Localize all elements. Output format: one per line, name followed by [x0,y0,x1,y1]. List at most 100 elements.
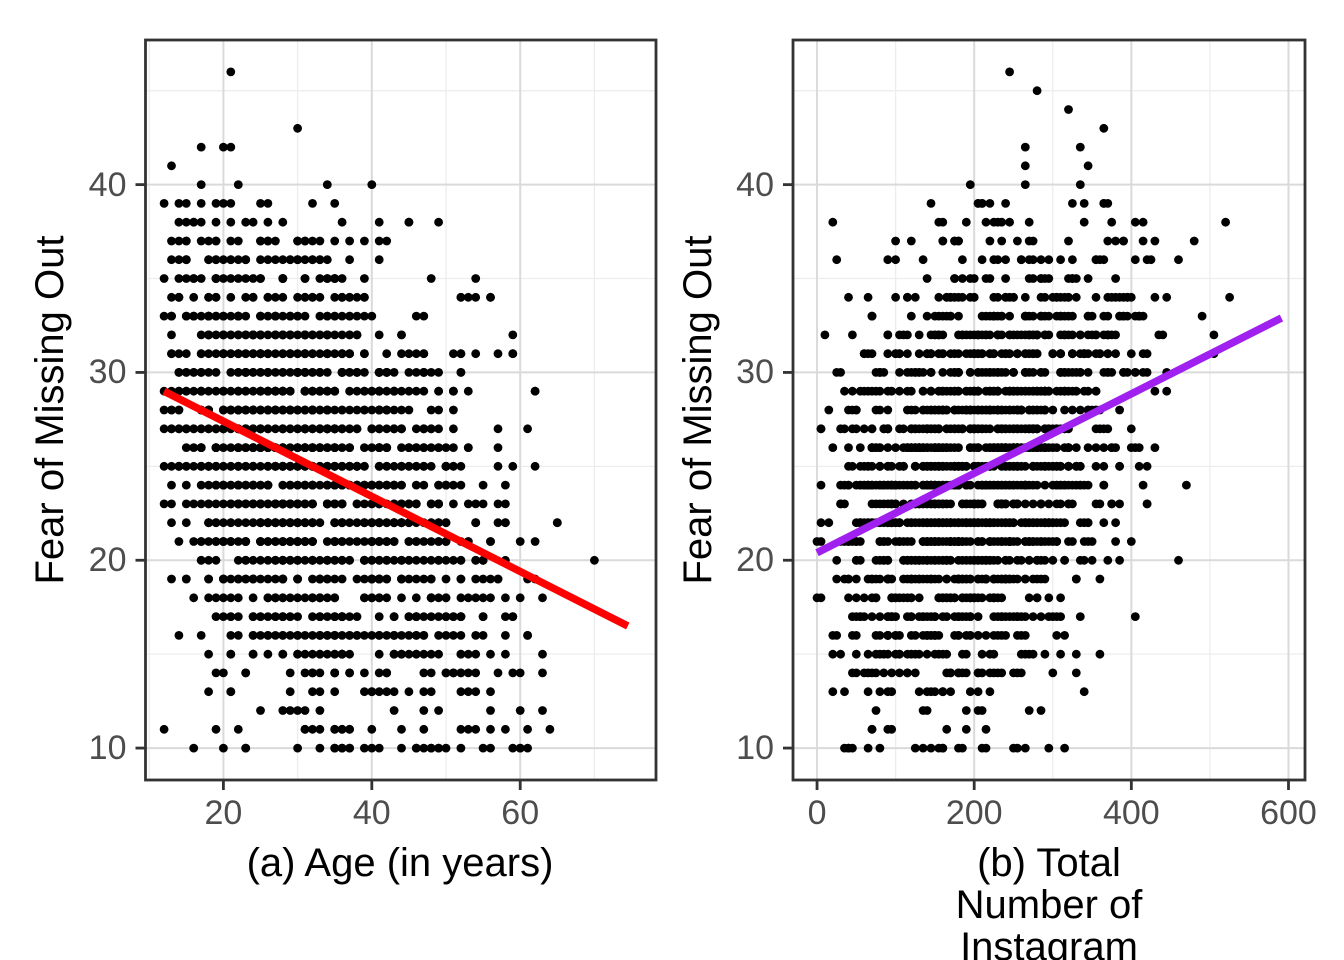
data-point [875,537,885,546]
data-point [300,480,310,490]
data-point [1020,142,1030,152]
data-point [501,518,510,528]
data-point [840,386,849,396]
data-point [1052,631,1062,640]
data-point [204,518,214,528]
data-point [337,574,347,584]
data-point [1197,311,1207,321]
data-point [515,743,525,753]
data-point [404,574,414,584]
data-point [374,518,384,528]
data-point [181,461,191,471]
data-point [389,368,399,377]
data-point [211,292,221,302]
data-point [883,480,893,490]
data-point [1056,330,1065,340]
data-point [1040,480,1050,490]
data-point [961,649,971,659]
data-point [1103,292,1113,302]
data-point [382,537,392,546]
data-point [352,518,362,528]
data-point [293,743,302,753]
data-point [189,292,199,302]
data-point [985,330,995,340]
data-point [812,593,822,603]
data-point [322,255,332,265]
data-point [211,199,221,208]
data-point [456,555,466,565]
data-point [958,255,967,265]
data-point [181,574,191,584]
data-point [1028,518,1038,528]
data-point [263,311,273,321]
data-point [248,593,258,603]
data-point [374,368,384,377]
data-point [293,424,302,434]
data-point [285,631,295,640]
data-point [1013,743,1022,753]
data-point [867,480,877,490]
data-point [969,386,979,396]
data-point [434,424,443,434]
data-point [879,668,889,678]
data-point [248,631,258,640]
data-point [345,405,354,415]
axis-ticks-panel-b [783,183,1290,790]
data-point [204,537,214,546]
data-point [848,612,857,621]
data-point [954,386,963,396]
data-point [226,631,236,640]
data-point [315,386,325,396]
data-point [382,349,392,359]
data-point [300,443,310,452]
data-point [360,555,369,565]
data-point [226,687,236,697]
data-point [159,724,169,734]
data-point [1024,217,1034,227]
data-point [1052,537,1062,546]
data-point [871,405,881,415]
data-point [486,743,495,753]
data-point [315,555,325,565]
data-point [278,555,288,565]
data-point [300,405,310,415]
data-point [1150,292,1160,302]
data-point [449,631,458,640]
data-point [293,368,302,377]
data-point [219,330,228,340]
data-point [1036,499,1046,509]
data-point [389,631,399,640]
data-point [226,142,236,152]
data-point [352,499,362,509]
data-point [1020,292,1030,302]
data-point [934,518,944,528]
data-point [337,537,347,546]
data-point [337,743,347,753]
data-point [374,668,384,678]
data-point [278,706,288,715]
data-point [426,461,436,471]
data-point [530,386,540,396]
data-point [352,424,362,434]
data-point [419,349,429,359]
data-point [456,480,466,490]
data-point [965,555,975,565]
data-point [840,687,849,697]
scatter-points-panel-b [812,67,1234,753]
data-point [226,499,236,509]
data-point [1134,461,1144,471]
data-point [211,274,221,283]
data-point [367,631,377,640]
data-point [411,743,421,753]
data-point [434,480,443,490]
data-point [1005,480,1014,490]
data-point [1013,236,1022,246]
data-point [1068,405,1077,415]
data-point [981,724,991,734]
data-point [293,311,302,321]
data-point [441,631,451,640]
data-point [419,724,429,734]
data-point [278,593,288,603]
data-point [241,274,251,283]
data-point [922,349,932,359]
